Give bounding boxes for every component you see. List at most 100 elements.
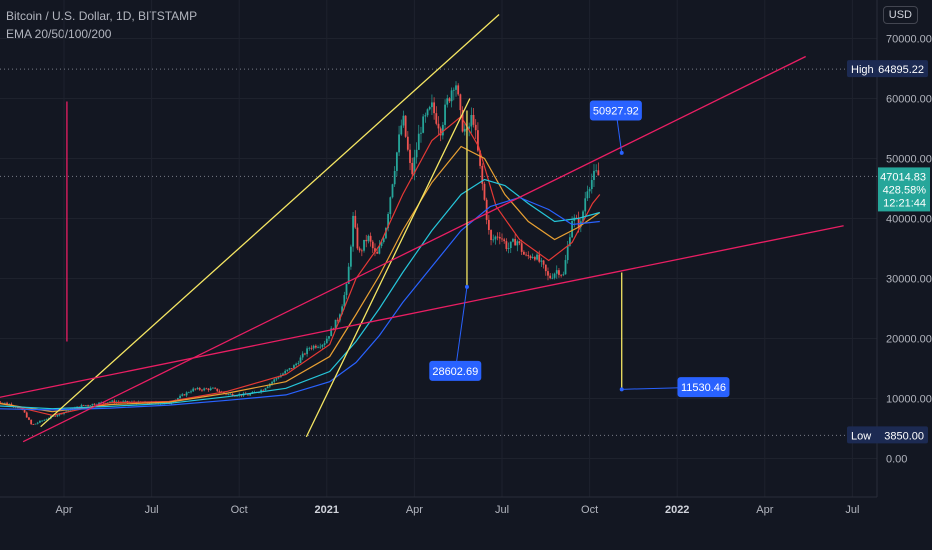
candle-body xyxy=(494,236,497,240)
candle-body xyxy=(284,370,287,374)
candle-body xyxy=(179,395,181,399)
x-tick-label: Apr xyxy=(756,504,773,516)
candle-body xyxy=(597,170,600,176)
y-tick-label: 70000.00 xyxy=(886,34,932,46)
candle-body xyxy=(341,306,344,315)
candle-body xyxy=(176,398,179,400)
candle-body xyxy=(32,424,35,425)
callout-value: 50927.92 xyxy=(593,106,639,118)
candle-body xyxy=(503,239,506,242)
candle-body xyxy=(520,243,523,252)
candle-body xyxy=(431,102,433,108)
candle-body xyxy=(490,230,492,241)
candle-body xyxy=(450,90,453,102)
candle-body xyxy=(452,89,455,91)
candle-body xyxy=(8,403,11,405)
candle-body xyxy=(398,134,400,153)
candle-body xyxy=(435,113,438,124)
candle-body xyxy=(91,403,94,406)
candle-body xyxy=(441,124,444,136)
callout-box[interactable] xyxy=(677,377,730,398)
candle-body xyxy=(547,271,549,276)
candle-body xyxy=(10,403,13,406)
trend-line xyxy=(305,98,471,438)
candle-body xyxy=(349,246,352,267)
candle-body xyxy=(420,132,422,134)
callout-box[interactable] xyxy=(429,360,482,381)
candle-body xyxy=(542,260,545,265)
candle-body xyxy=(544,264,547,272)
y-tick-label: 20000.00 xyxy=(886,334,932,346)
candle-body xyxy=(564,260,567,275)
y-tick-label: 60000.00 xyxy=(886,94,932,106)
candle-body xyxy=(249,393,252,396)
candle-body xyxy=(330,328,333,337)
candle-body xyxy=(23,410,26,413)
candle-body xyxy=(266,386,269,389)
x-tick-label: Jul xyxy=(495,504,509,516)
candle-body xyxy=(354,215,357,228)
callout-anchor xyxy=(619,387,624,392)
currency-button[interactable]: USD xyxy=(882,6,918,24)
candle-body xyxy=(566,245,569,261)
candle-body xyxy=(3,402,6,404)
candle-body xyxy=(328,336,330,339)
candle-body xyxy=(277,377,280,379)
candle-body xyxy=(389,197,392,214)
candle-body xyxy=(378,245,381,254)
candle-body xyxy=(317,346,319,348)
candle-body xyxy=(185,392,188,396)
candle-body xyxy=(463,128,466,132)
ema-line xyxy=(0,196,600,411)
candle-body xyxy=(558,270,560,275)
candle-body xyxy=(509,241,512,249)
low-label-text: Low xyxy=(851,430,871,442)
candles xyxy=(0,81,600,425)
candle-body xyxy=(198,388,201,390)
candle-body xyxy=(507,248,510,249)
candle-body xyxy=(262,389,265,391)
x-tick-label: Oct xyxy=(231,504,248,516)
candle-body xyxy=(203,388,206,391)
candle-body xyxy=(531,257,534,259)
ema-lines xyxy=(0,115,601,416)
candle-body xyxy=(439,128,442,136)
candle-body xyxy=(360,250,363,252)
symbol-title[interactable]: Bitcoin / U.S. Dollar, 1D, BITSTAMP xyxy=(6,9,198,23)
time-axis: Apr Jul Oct 2021 Apr Jul Oct 2022 Apr Jul xyxy=(55,504,859,516)
candle-body xyxy=(214,387,217,389)
candle-body xyxy=(529,256,532,259)
candle-body xyxy=(428,107,431,110)
candle-body xyxy=(391,184,394,198)
candle-body xyxy=(540,260,543,262)
candle-body xyxy=(45,419,48,421)
candle-body xyxy=(93,403,96,405)
candle-body xyxy=(207,388,210,391)
candle-body xyxy=(527,254,530,257)
candle-body xyxy=(380,242,383,246)
candle-body xyxy=(319,346,322,348)
candle-body xyxy=(109,401,111,403)
callout-value: 11530.46 xyxy=(681,382,726,394)
candle-body xyxy=(325,338,328,344)
candle-body xyxy=(525,254,527,256)
candle-body xyxy=(496,236,499,238)
candle-body xyxy=(201,389,203,391)
candle-body xyxy=(334,319,337,330)
callout-value: 28602.69 xyxy=(432,366,478,378)
callout-anchor xyxy=(619,150,624,155)
candle-body xyxy=(562,274,565,276)
x-tick-label: Jul xyxy=(845,504,859,516)
candle-body xyxy=(481,165,484,184)
candle-body xyxy=(295,363,298,366)
ema-line xyxy=(0,178,600,410)
candle-body xyxy=(538,254,541,262)
indicator-label[interactable]: EMA 20/50/100/200 xyxy=(6,27,112,41)
callout-box[interactable] xyxy=(589,100,642,121)
x-tick-label: 2022 xyxy=(665,504,689,516)
candle-body xyxy=(288,368,291,370)
candle-body xyxy=(555,270,558,274)
candle-body xyxy=(409,149,411,163)
candle-body xyxy=(415,149,418,158)
